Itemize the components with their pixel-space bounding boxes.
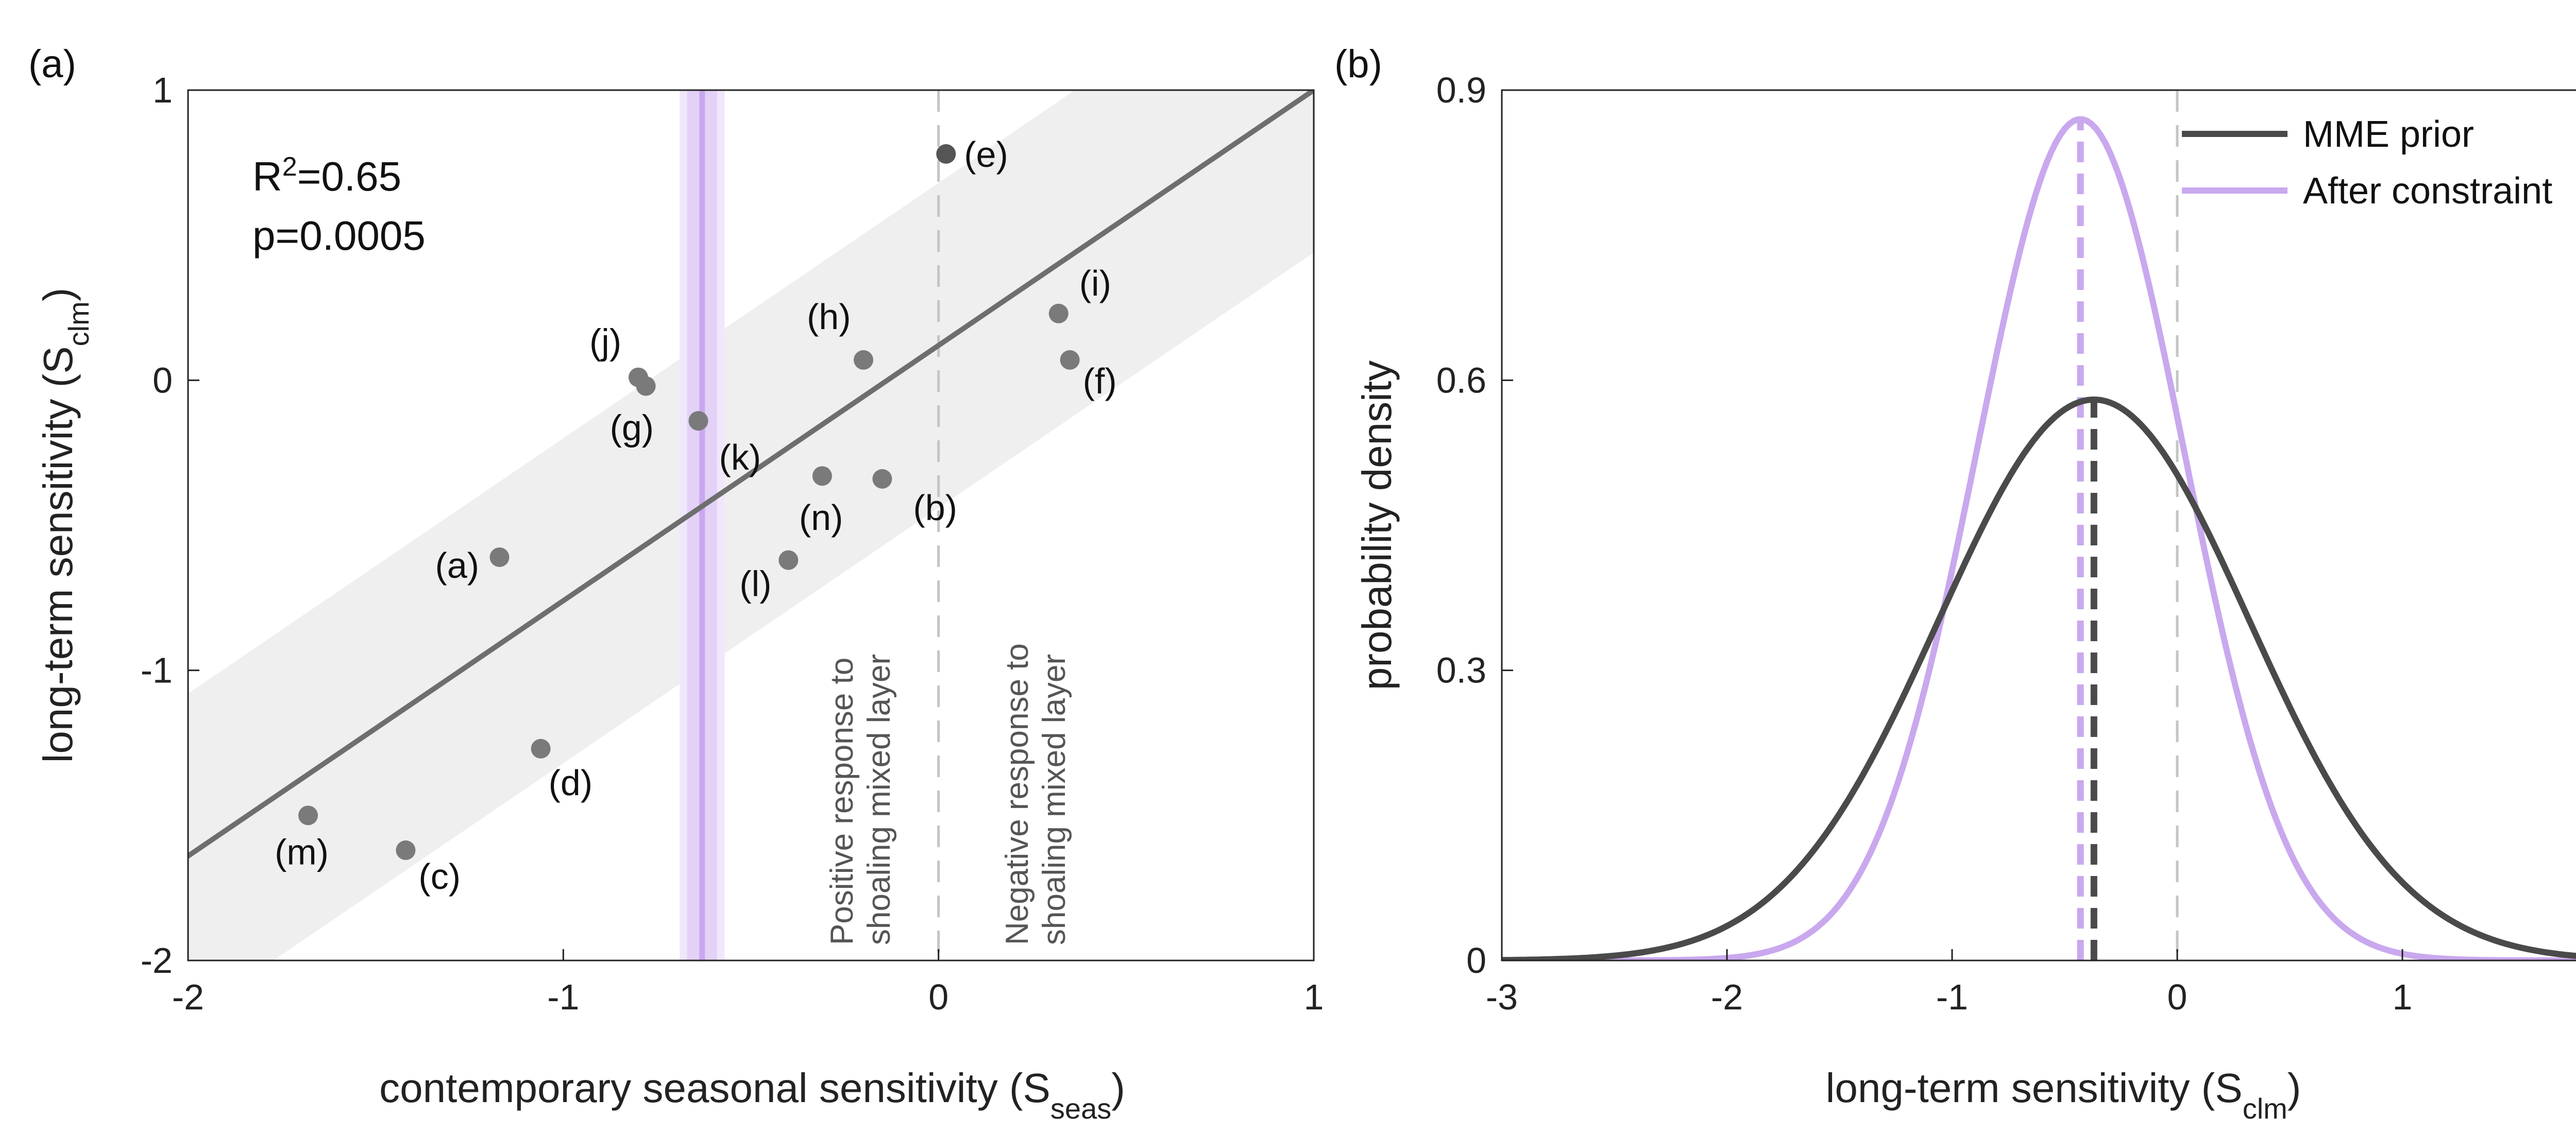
scatter-point <box>298 805 318 826</box>
r-squared-label: R2=0.65 <box>252 152 401 199</box>
legend-label-mme-prior: MME prior <box>2303 114 2474 155</box>
panel-a-ticks: -2 -1 0 1 -2 -1 0 1 <box>141 70 1324 1017</box>
x-tick-label: -2 <box>1711 977 1743 1017</box>
x-tick-label: -3 <box>1486 977 1518 1017</box>
svg-text:Negative response to: Negative response to <box>999 643 1035 945</box>
panel-b-label: (b) <box>1334 42 1382 86</box>
scatter-point <box>531 739 551 759</box>
point-label: (e) <box>964 134 1008 175</box>
x-tick-label: -1 <box>547 977 579 1017</box>
panel-a-axes-box <box>187 89 1315 962</box>
regression-confidence-band <box>188 90 1314 960</box>
panel-a-y-axis-label: long-term sensitivity (Sclm) <box>35 288 95 763</box>
y-tick-label: 0.3 <box>1436 650 1486 691</box>
annotation-positive: Positive response to shoaling mixed laye… <box>824 654 897 945</box>
point-label: (i) <box>1079 263 1111 303</box>
panel-b-y-axis-label: probability density <box>1354 360 1400 690</box>
y-tick-label: -1 <box>141 650 173 691</box>
y-tick-label: 0 <box>1466 940 1486 981</box>
point-label: (n) <box>799 497 843 538</box>
annotation-negative: Negative response to shoaling mixed laye… <box>999 643 1072 945</box>
point-label: (j) <box>589 322 621 362</box>
point-label: (k) <box>719 437 761 477</box>
panel-b: (b) -3-2-101200.30.60.9 MME prior After … <box>1334 42 2576 1125</box>
point-label: (l) <box>739 564 771 604</box>
y-tick-label: 0 <box>152 360 173 400</box>
panel-b-x-axis-label: long-term sensitivity (Sclm) <box>1826 1065 2301 1125</box>
point-label: (f) <box>1083 361 1117 401</box>
scatter-point <box>854 350 873 370</box>
point-label: (b) <box>913 488 957 528</box>
panel-a: (a) -2 -1 0 1 -2 -1 0 1 (a) (b) (c) (d) (e) (f) (g) (h… <box>28 42 1324 1125</box>
after-constraint-curve <box>1502 116 2576 960</box>
point-label: (h) <box>807 297 851 337</box>
panel-a-points: (a) (b) (c) (d) (e) (f) (g) (h) (i) (j) (k) (l) (m) (… <box>275 134 1117 897</box>
p-value-label: p=0.0005 <box>252 213 426 259</box>
y-tick-label: -2 <box>141 940 173 981</box>
x-tick-label: 0 <box>2167 977 2188 1017</box>
y-tick-label: 0.6 <box>1436 360 1486 400</box>
mme-prior-curve <box>1502 397 2576 960</box>
point-label: (g) <box>610 408 654 448</box>
scatter-point <box>1060 350 1080 370</box>
x-tick-label: -2 <box>172 977 204 1017</box>
y-tick-label: 1 <box>152 70 173 110</box>
x-tick-label: 1 <box>1304 977 1324 1017</box>
scatter-point <box>396 840 416 860</box>
panel-a-plot-area <box>188 90 1314 960</box>
scatter-point <box>688 411 708 431</box>
scatter-point <box>1048 303 1069 323</box>
scatter-point <box>629 367 648 387</box>
scatter-point <box>489 547 510 567</box>
y-tick-label: 0.9 <box>1436 70 1486 110</box>
point-label: (a) <box>435 545 480 586</box>
panel-a-x-axis-label: contemporary seasonal sensitivity (Sseas… <box>379 1065 1125 1125</box>
scatter-point <box>936 144 956 164</box>
panel-a-label: (a) <box>28 42 76 86</box>
scatter-point <box>812 466 832 486</box>
point-label: (m) <box>275 832 329 872</box>
svg-text:shoaling mixed layer: shoaling mixed layer <box>861 654 897 945</box>
svg-text:shoaling mixed layer: shoaling mixed layer <box>1037 654 1072 945</box>
panel-b-axes-box <box>1501 89 2576 962</box>
x-tick-label: 1 <box>2393 977 2413 1017</box>
point-label: (d) <box>549 763 593 803</box>
panel-b-plot-area <box>1502 90 2576 960</box>
x-tick-label: -1 <box>1936 977 1968 1017</box>
scatter-point <box>778 550 799 570</box>
svg-text:Positive response to: Positive response to <box>824 658 860 945</box>
panel-b-ticks: -3-2-101200.30.60.9 <box>1436 70 2413 1017</box>
point-label: (c) <box>418 856 461 897</box>
legend-label-after-constraint: After constraint <box>2303 170 2552 212</box>
x-tick-label: 0 <box>928 977 948 1017</box>
scatter-point <box>872 469 892 489</box>
regression-line <box>188 90 1314 860</box>
legend: MME prior After constraint <box>2182 114 2552 212</box>
